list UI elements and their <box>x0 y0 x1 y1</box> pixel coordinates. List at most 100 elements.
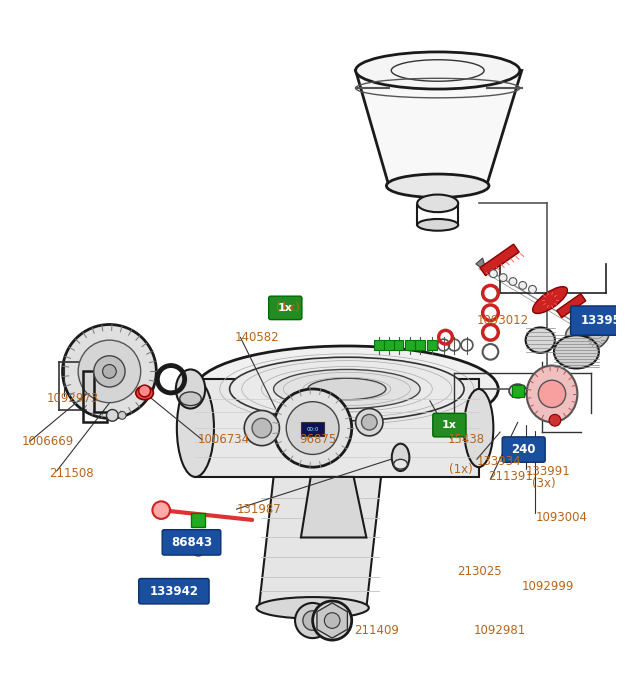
Text: 1006734: 1006734 <box>198 433 249 446</box>
Circle shape <box>538 380 565 408</box>
Polygon shape <box>476 258 487 272</box>
Circle shape <box>78 340 141 403</box>
Ellipse shape <box>256 597 369 619</box>
Bar <box>427 340 437 350</box>
Ellipse shape <box>464 389 493 467</box>
Circle shape <box>118 412 126 419</box>
Circle shape <box>192 545 204 556</box>
Circle shape <box>62 325 156 418</box>
Ellipse shape <box>308 379 386 400</box>
Bar <box>394 340 403 350</box>
Text: 1006669: 1006669 <box>21 435 74 448</box>
FancyBboxPatch shape <box>162 529 221 555</box>
Text: 1092999: 1092999 <box>522 580 574 593</box>
Bar <box>557 293 586 318</box>
Circle shape <box>153 501 170 519</box>
Text: 15438: 15438 <box>447 433 485 446</box>
Text: (1x): (1x) <box>449 462 473 475</box>
Text: 211391: 211391 <box>488 471 533 484</box>
Circle shape <box>490 270 497 277</box>
Text: (1x): (1x) <box>276 302 299 314</box>
Circle shape <box>139 385 150 397</box>
Ellipse shape <box>583 329 609 351</box>
Text: 140582: 140582 <box>235 331 279 344</box>
Circle shape <box>312 601 351 640</box>
Ellipse shape <box>392 444 410 471</box>
Ellipse shape <box>230 357 464 421</box>
Ellipse shape <box>274 370 420 408</box>
Text: 240: 240 <box>511 443 536 456</box>
Circle shape <box>529 285 536 293</box>
Ellipse shape <box>180 392 201 406</box>
Polygon shape <box>196 379 479 477</box>
Circle shape <box>244 410 280 446</box>
Circle shape <box>499 274 507 282</box>
Bar <box>301 422 324 436</box>
FancyBboxPatch shape <box>433 413 466 437</box>
Bar <box>191 513 205 527</box>
Circle shape <box>252 418 271 438</box>
Circle shape <box>192 531 204 543</box>
Text: 133942: 133942 <box>150 585 198 598</box>
Ellipse shape <box>386 174 489 197</box>
Text: 133991: 133991 <box>526 464 570 477</box>
Polygon shape <box>301 477 367 538</box>
Text: 96875: 96875 <box>299 433 336 446</box>
Text: 211409: 211409 <box>353 623 399 637</box>
Text: 86843: 86843 <box>171 536 212 549</box>
Ellipse shape <box>526 327 555 353</box>
Bar <box>512 385 524 397</box>
Text: 213025: 213025 <box>457 565 502 579</box>
Bar <box>480 244 519 275</box>
Ellipse shape <box>554 335 599 368</box>
Polygon shape <box>259 477 381 608</box>
Circle shape <box>509 277 517 285</box>
Text: 1093004: 1093004 <box>535 511 587 525</box>
Text: 00:0: 00:0 <box>307 426 319 432</box>
Ellipse shape <box>565 321 587 339</box>
FancyBboxPatch shape <box>269 296 302 320</box>
Ellipse shape <box>394 459 408 469</box>
Circle shape <box>356 408 383 436</box>
Text: 1093012: 1093012 <box>477 314 529 327</box>
Ellipse shape <box>417 194 458 212</box>
Bar <box>406 340 415 350</box>
Circle shape <box>107 410 118 421</box>
Bar <box>374 340 384 350</box>
Text: 1092973: 1092973 <box>47 392 99 406</box>
Circle shape <box>303 611 322 630</box>
Circle shape <box>324 612 340 628</box>
Ellipse shape <box>356 52 520 89</box>
Text: 133934: 133934 <box>477 455 521 468</box>
Circle shape <box>286 401 339 455</box>
Circle shape <box>274 389 351 467</box>
Circle shape <box>295 603 330 638</box>
Ellipse shape <box>509 384 527 398</box>
Ellipse shape <box>136 386 153 400</box>
Ellipse shape <box>527 365 577 422</box>
Bar <box>384 340 394 350</box>
Text: 211508: 211508 <box>49 468 93 480</box>
Text: 133959: 133959 <box>581 314 630 327</box>
Ellipse shape <box>176 370 205 408</box>
Ellipse shape <box>417 219 458 230</box>
Text: 1092981: 1092981 <box>474 623 526 637</box>
Text: 1x: 1x <box>442 420 457 430</box>
Text: 1x: 1x <box>278 303 293 313</box>
Polygon shape <box>317 603 348 638</box>
Ellipse shape <box>177 379 214 477</box>
Circle shape <box>103 365 116 379</box>
Bar <box>415 340 425 350</box>
Circle shape <box>549 415 561 426</box>
Circle shape <box>519 282 527 289</box>
FancyBboxPatch shape <box>502 437 545 462</box>
FancyBboxPatch shape <box>570 306 631 335</box>
Polygon shape <box>356 71 522 185</box>
FancyBboxPatch shape <box>139 579 209 604</box>
Circle shape <box>362 415 377 430</box>
Ellipse shape <box>196 346 498 432</box>
Ellipse shape <box>533 286 567 313</box>
Text: (3x): (3x) <box>533 477 556 490</box>
Text: 131987: 131987 <box>237 502 281 516</box>
Circle shape <box>94 356 125 387</box>
